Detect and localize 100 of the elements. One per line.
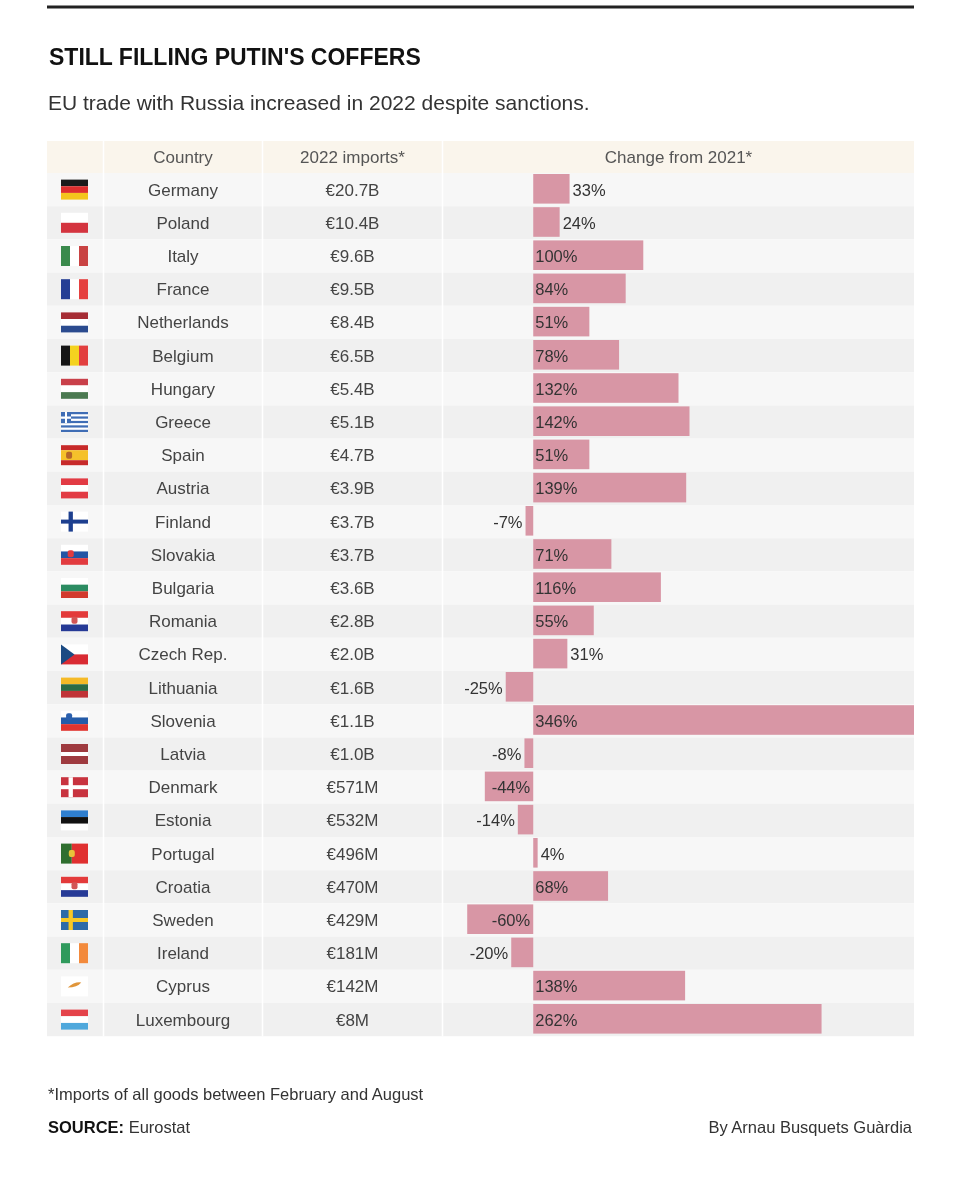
y2-tick-label: €2.0B: [330, 645, 375, 665]
chart-subtitle: EU trade with Russia increased in 2022 despite sanctions.: [48, 91, 590, 114]
data-label: 55%: [535, 612, 569, 631]
bar: [533, 240, 644, 270]
bar: [511, 937, 534, 968]
y2-tick-label: €5.4B: [330, 379, 375, 399]
y2-axis-title: 2022 imports*: [300, 148, 406, 167]
y-tick-label: Cyprus: [156, 977, 210, 997]
y2-tick-label: €470M: [326, 877, 379, 897]
source-note: SOURCE: Eurostat: [48, 1118, 191, 1137]
data-label: 139%: [535, 479, 578, 498]
bar: [533, 472, 687, 503]
data-label: -60%: [491, 911, 531, 929]
y2-tick-label: €429M: [326, 911, 379, 930]
y-tick-label: Spain: [161, 446, 205, 466]
bar: [533, 340, 620, 370]
data-label: -44%: [491, 778, 531, 797]
data-label: 116%: [535, 579, 577, 597]
bar: [525, 506, 534, 536]
bar: [533, 838, 538, 868]
y-tick-label: Germany: [148, 180, 219, 200]
bar: [533, 406, 690, 436]
y2-tick-label: €1.6B: [330, 678, 375, 698]
y2-tick-label: €4.7B: [330, 446, 375, 466]
y2-tick-label: €142M: [326, 977, 379, 997]
y2-tick-label: €9.5B: [330, 280, 375, 300]
bar: [533, 638, 568, 669]
y-tick-label: Bulgaria: [151, 579, 215, 598]
y-tick-label: Slovenia: [150, 711, 217, 731]
y2-tick-label: €10.4B: [325, 213, 380, 233]
data-label: -8%: [492, 745, 522, 763]
bar: [533, 871, 609, 901]
text: By Arnau Busquets Guàrdia: [708, 1118, 913, 1137]
bar: [533, 572, 661, 602]
y2-tick-label: €8.4B: [330, 313, 375, 333]
y-tick-label: Slovakia: [150, 545, 216, 565]
y2-tick-label: €2.8B: [330, 612, 375, 632]
y2-tick-label: €496M: [326, 844, 379, 864]
data-label: 24%: [562, 213, 596, 232]
y-tick-label: Estonia: [154, 811, 212, 831]
y2-tick-label: €5.1B: [330, 413, 375, 432]
y-tick-label: Austria: [156, 479, 210, 499]
data-label: 132%: [535, 379, 578, 398]
y2-tick-label: €571M: [326, 778, 379, 798]
y-tick-label: Sweden: [152, 911, 214, 930]
y-tick-label: Portugal: [151, 844, 215, 864]
y2-tick-label: €1.1B: [330, 711, 375, 731]
bar: [533, 174, 570, 204]
data-label: 100%: [535, 247, 578, 265]
y-tick-label: Czech Rep.: [138, 645, 228, 665]
data-label: -7%: [493, 512, 523, 531]
y-tick-label: Italy: [167, 247, 200, 266]
text: *Imports of all goods between February and August: [48, 1085, 424, 1104]
data-label: 78%: [535, 346, 569, 365]
y-tick-label: Belgium: [152, 346, 214, 366]
y2-tick-label: €9.6B: [330, 247, 375, 266]
data-label: 51%: [535, 313, 569, 332]
data-label: 138%: [535, 977, 578, 996]
y2-tick-label: €3.6B: [330, 579, 375, 598]
y-tick-label: Poland: [156, 213, 210, 233]
bar: [524, 738, 534, 768]
bar: [533, 539, 612, 569]
y2-tick-label: €3.7B: [330, 512, 375, 532]
y2-tick-label: €6.5B: [330, 346, 375, 366]
data-label: 33%: [572, 180, 606, 199]
y-tick-label: Latvia: [160, 745, 207, 764]
data-label: 4%: [540, 844, 565, 863]
bar: [505, 672, 534, 702]
y-tick-label: Luxembourg: [135, 1010, 231, 1030]
y2-tick-label: €8M: [335, 1010, 370, 1030]
y-tick-label: Hungary: [150, 379, 216, 399]
data-label: 31%: [570, 645, 604, 664]
data-label: 84%: [535, 280, 569, 299]
y-tick-label: Croatia: [155, 877, 211, 897]
bar: [533, 273, 626, 304]
y2-tick-label: €1.0B: [330, 745, 375, 764]
y2-tick-label: €20.7B: [325, 180, 380, 200]
data-label: 68%: [535, 877, 569, 896]
data-label: 142%: [535, 413, 578, 431]
y-tick-label: Ireland: [157, 944, 209, 964]
data-label: 346%: [535, 711, 578, 730]
data-label: -25%: [464, 678, 504, 697]
bar: [533, 970, 686, 1001]
bar: [517, 804, 534, 835]
data-label: 51%: [535, 446, 569, 465]
bar: [533, 207, 560, 237]
y2-tick-label: €532M: [326, 811, 379, 831]
y2-tick-label: €3.9B: [330, 479, 375, 499]
y-tick-label: France: [156, 280, 210, 300]
y2-tick-label: €181M: [326, 944, 379, 964]
text: STILL FILLING PUTIN'S COFFERS: [49, 44, 421, 70]
y-axis-title: Country: [153, 148, 214, 167]
data-label: -14%: [476, 811, 516, 830]
y-tick-label: Netherlands: [137, 313, 229, 333]
y-tick-label: Denmark: [148, 778, 218, 798]
y-tick-label: Lithuania: [148, 678, 219, 698]
x-axis-title: Change from 2021*: [604, 148, 753, 167]
data-label: 262%: [535, 1010, 578, 1029]
y-tick-label: Romania: [148, 612, 218, 632]
data-label: 71%: [535, 545, 569, 564]
